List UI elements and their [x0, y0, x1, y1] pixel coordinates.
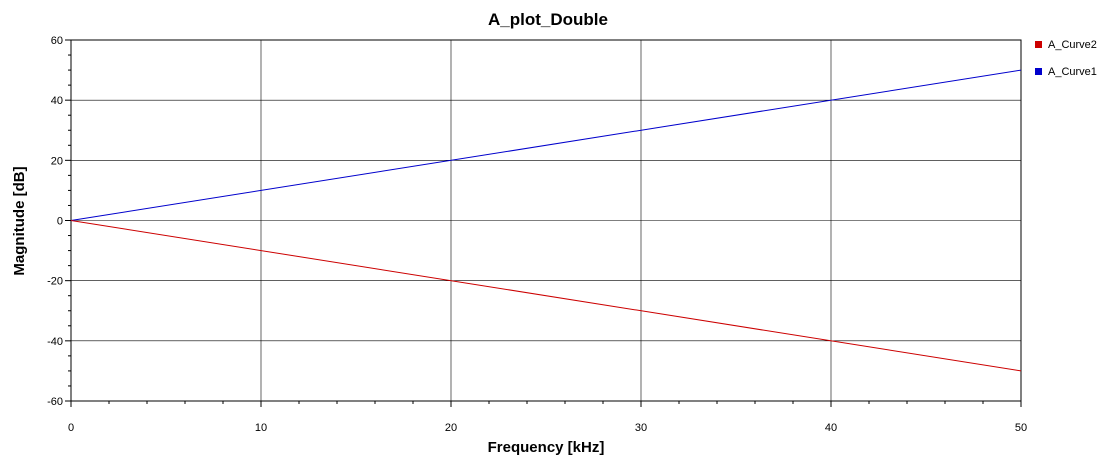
y-axis: -60 -40 -20 0 20 40 60 [47, 35, 71, 408]
x-tick-label: 0 [68, 422, 74, 434]
series-line-a-curve1 [70, 69, 1022, 221]
y-tick-label: -20 [47, 276, 63, 288]
y-tick-label: -40 [47, 336, 63, 348]
legend-swatch [1035, 68, 1042, 75]
x-tick-label: 30 [635, 422, 647, 434]
x-tick-label: 10 [255, 422, 267, 434]
series-group [70, 69, 1022, 372]
x-tick-label: 50 [1015, 422, 1027, 434]
x-tick-label: 40 [825, 422, 837, 434]
y-tick-label: 0 [57, 216, 63, 228]
x-axis: 0 10 20 30 40 50 [68, 401, 1027, 434]
series-line-a-curve2 [70, 220, 1022, 372]
x-axis-label: Frequency [kHz] [488, 439, 605, 456]
y-tick-label: 60 [51, 35, 63, 47]
chart-title: A_plot_Double [488, 10, 608, 29]
grid [70, 39, 1022, 402]
x-tick-label: 20 [445, 422, 457, 434]
legend-swatch [1035, 41, 1042, 48]
legend-label: A_Curve2 [1048, 39, 1097, 51]
y-tick-label: 40 [51, 95, 63, 107]
y-axis-label: Magnitude [dB] [11, 166, 28, 275]
y-tick-label: -60 [47, 396, 63, 408]
legend-label: A_Curve1 [1048, 66, 1097, 78]
legend: A_Curve2 A_Curve1 [1035, 39, 1097, 78]
y-tick-label: 20 [51, 155, 63, 167]
